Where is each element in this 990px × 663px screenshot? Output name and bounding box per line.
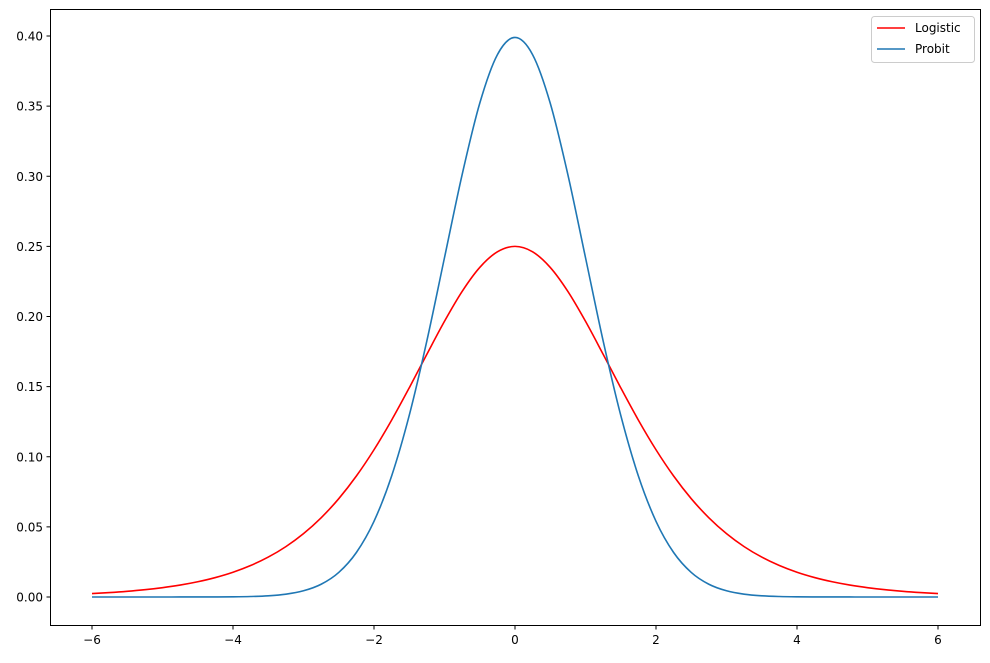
series-line-probit xyxy=(91,36,938,598)
y-tick-label: 0.20 xyxy=(16,310,43,324)
x-tick-label: 6 xyxy=(934,633,942,647)
series-line-logistic xyxy=(91,245,939,595)
x-tick-label: −2 xyxy=(365,633,383,647)
axes-frame xyxy=(50,9,981,626)
legend: Logistic Probit xyxy=(871,16,975,63)
y-tick-label: 0.10 xyxy=(16,450,43,464)
y-tick-label: 0.40 xyxy=(16,30,43,44)
x-axis: −6 −4 −2 0 2 4 6 xyxy=(83,625,942,647)
x-tick-label: 0 xyxy=(511,633,519,647)
y-tick-label: 0.25 xyxy=(16,240,43,254)
x-tick-label: 2 xyxy=(652,633,660,647)
x-tick-label: −6 xyxy=(83,633,101,647)
legend-label-probit: Probit xyxy=(915,42,950,56)
y-tick-label: 0.35 xyxy=(16,100,43,114)
y-axis: 0.00 0.05 0.10 0.15 0.20 0.25 0.30 0.35 0.40 xyxy=(16,30,51,605)
series-lines xyxy=(91,36,939,598)
y-tick-label: 0.30 xyxy=(16,170,43,184)
y-tick-label: 0.05 xyxy=(16,520,43,534)
y-tick-label: 0.00 xyxy=(16,591,43,605)
x-tick-label: −4 xyxy=(224,633,242,647)
x-tick-label: 4 xyxy=(793,633,801,647)
y-tick-label: 0.15 xyxy=(16,380,43,394)
legend-label-logistic: Logistic xyxy=(915,21,961,35)
